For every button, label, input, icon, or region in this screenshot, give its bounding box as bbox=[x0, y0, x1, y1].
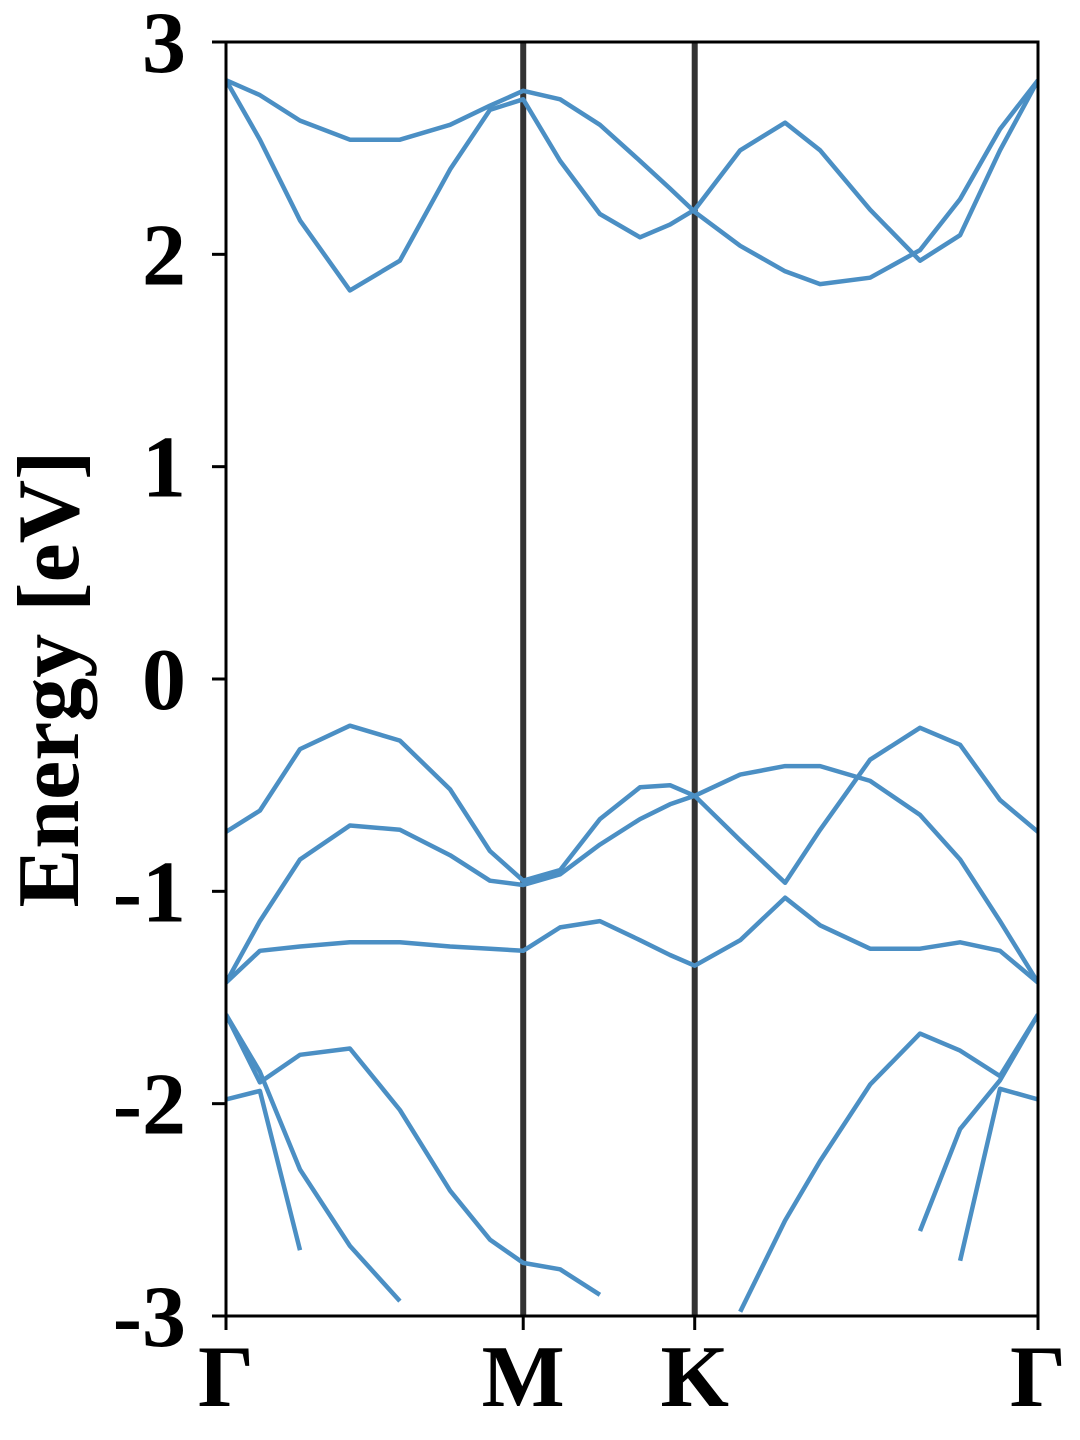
y-tick-label: -2 bbox=[113, 1057, 186, 1154]
x-tick-label: K bbox=[660, 1329, 728, 1426]
y-tick-label: 1 bbox=[142, 420, 186, 517]
y-tick-label: -3 bbox=[113, 1269, 186, 1366]
y-tick-label: 3 bbox=[142, 0, 186, 92]
band-line bbox=[226, 78, 1038, 287]
x-tick-label: Γ bbox=[198, 1329, 254, 1426]
band-line bbox=[226, 1013, 1038, 1313]
band-line bbox=[226, 1086, 1038, 1262]
band-line bbox=[226, 79, 1038, 293]
band-line bbox=[226, 723, 1038, 886]
y-tick-label: 0 bbox=[142, 632, 186, 729]
y-tick-label: 2 bbox=[142, 207, 186, 304]
band-line bbox=[226, 763, 1038, 984]
plot-frame bbox=[224, 40, 1040, 1318]
x-tick-label: Γ bbox=[1010, 1329, 1066, 1426]
x-tick-label: M bbox=[482, 1329, 565, 1426]
y-axis-label: Energy [eV] bbox=[1, 451, 98, 908]
y-tick-label: -1 bbox=[113, 844, 186, 941]
band-line bbox=[226, 895, 1038, 985]
band-line bbox=[226, 1013, 1038, 1303]
